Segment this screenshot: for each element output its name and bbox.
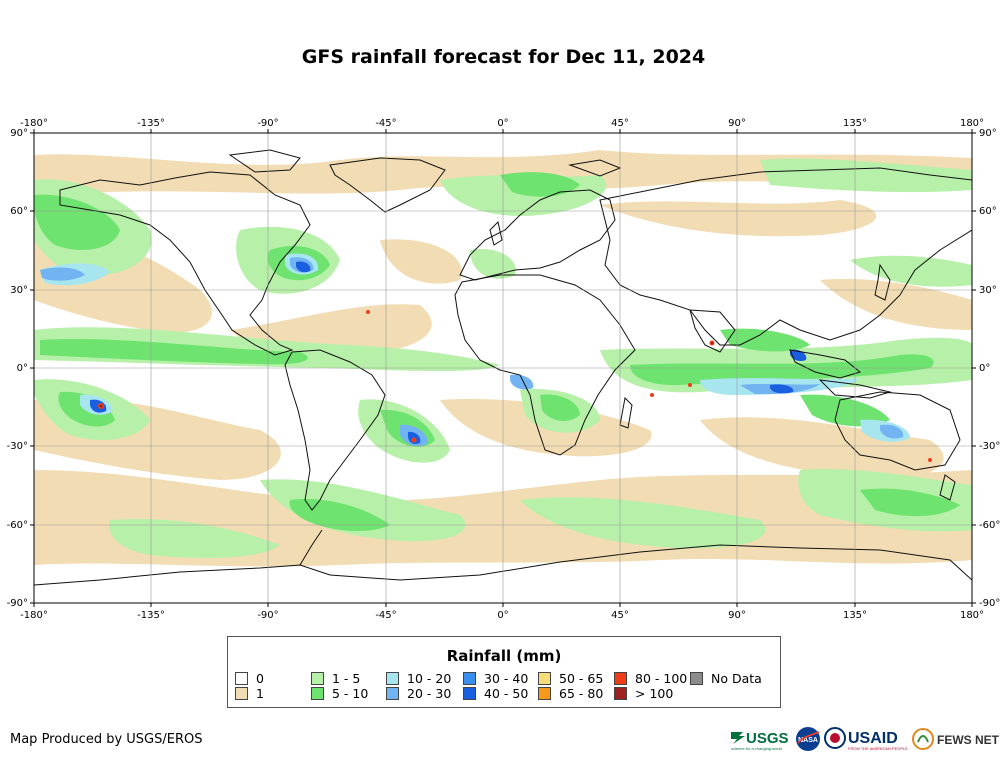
legend-swatch — [463, 687, 476, 700]
lon-label-bottom: -45° — [375, 610, 396, 620]
usaid-tagline: FROM THE AMERICAN PEOPLE — [848, 746, 908, 751]
lat-label-right: -90° — [979, 598, 1000, 609]
lon-label-top: 0° — [497, 118, 508, 129]
lon-label-top: -90° — [257, 118, 278, 129]
map-title: GFS rainfall forecast for Dec 11, 2024 — [301, 46, 706, 68]
legend-label: 30 - 40 — [484, 671, 529, 686]
axis-ticks — [30, 129, 976, 607]
lon-label-top: 90° — [728, 118, 746, 129]
lat-label-right: 90° — [979, 128, 997, 139]
lat-label-left: -30° — [7, 441, 28, 452]
legend-label: 65 - 80 — [559, 686, 604, 701]
lon-label-top: 45° — [611, 118, 629, 129]
lat-label-right: 60° — [979, 206, 997, 217]
lon-label-bottom: -135° — [137, 610, 165, 620]
legend-label: > 100 — [635, 686, 674, 701]
lon-label-bottom: -180° — [20, 610, 48, 620]
legend-swatch — [690, 672, 703, 685]
credit-text: Map Produced by USGS/EROS — [10, 732, 203, 747]
nasa-logo[interactable]: NASA — [795, 726, 821, 752]
rainfall-map[interactable]: -180° -135° -90° -45° 0° 45° 90° 135° 18… — [0, 110, 1007, 620]
legend-label: 80 - 100 — [635, 671, 688, 686]
usaid-wordmark: USAID — [848, 730, 898, 747]
lon-label-bottom: 0° — [497, 610, 508, 620]
fewsnet-wordmark: FEWS NET — [937, 733, 1000, 747]
legend-item: 5 - 10 — [311, 687, 368, 701]
legend-item: 1 - 5 — [311, 672, 360, 686]
legend-item: 50 - 65 — [538, 672, 603, 686]
lat-label-left: 60° — [10, 206, 28, 217]
usgs-wordmark: USGS — [746, 730, 789, 747]
legend-item: No Data — [690, 672, 762, 686]
lat-label-right: -60° — [979, 520, 1000, 531]
legend-swatch — [614, 687, 627, 700]
legend-swatch — [311, 687, 324, 700]
lon-label-bottom: 180° — [960, 610, 984, 620]
legend-swatch — [386, 672, 399, 685]
legend-label: 50 - 65 — [559, 671, 604, 686]
legend-label: 1 - 5 — [332, 671, 361, 686]
legend-swatch — [235, 672, 248, 685]
usaid-logo[interactable]: USAID FROM THE AMERICAN PEOPLE — [823, 726, 909, 752]
legend-swatch — [538, 687, 551, 700]
legend-item: 65 - 80 — [538, 687, 603, 701]
legend-label: 5 - 10 — [332, 686, 369, 701]
legend-swatch — [463, 672, 476, 685]
lat-label-right: 0° — [979, 363, 990, 374]
legend-title: Rainfall (mm) — [446, 647, 562, 665]
legend-item: 80 - 100 — [614, 672, 687, 686]
legend-item: 10 - 20 — [386, 672, 451, 686]
lat-label-left: -90° — [7, 598, 28, 609]
lon-label-bottom: 45° — [611, 610, 629, 620]
precip-bands — [34, 150, 972, 567]
legend-swatch — [235, 687, 248, 700]
legend-swatch — [614, 672, 627, 685]
legend-label: 0 — [256, 671, 264, 686]
lat-label-left: 90° — [10, 128, 28, 139]
legend-swatch — [538, 672, 551, 685]
nasa-wordmark: NASA — [798, 737, 818, 744]
lat-label-right: -30° — [979, 441, 1000, 452]
legend-label: 10 - 20 — [407, 671, 452, 686]
legend-swatch — [386, 687, 399, 700]
legend: Rainfall (mm) 0 1 1 - 5 5 - 10 10 - 20 2… — [227, 636, 781, 708]
lat-label-right: 30° — [979, 285, 997, 296]
legend-item: 20 - 30 — [386, 687, 451, 701]
lon-label-top: 180° — [960, 118, 984, 129]
legend-item: > 100 — [614, 687, 673, 701]
graticule — [34, 133, 972, 603]
usgs-logo[interactable]: USGS science for a changing world — [729, 726, 793, 752]
lat-label-left: -60° — [7, 520, 28, 531]
legend-label: No Data — [711, 671, 762, 686]
fewsnet-logo[interactable]: FEWS NET — [911, 726, 1001, 752]
lon-label-top: 135° — [843, 118, 867, 129]
legend-label: 20 - 30 — [407, 686, 452, 701]
legend-item: 40 - 50 — [463, 687, 528, 701]
legend-item: 0 — [235, 672, 264, 686]
lat-label-left: 30° — [10, 285, 28, 296]
lon-label-top: -135° — [137, 118, 165, 129]
lon-label-bottom: -90° — [257, 610, 278, 620]
usgs-tagline: science for a changing world — [731, 746, 782, 751]
lon-label-bottom: 90° — [728, 610, 746, 620]
lon-label-top: -180° — [20, 118, 48, 129]
lon-label-bottom: 135° — [843, 610, 867, 620]
legend-label: 1 — [256, 686, 264, 701]
legend-label: 40 - 50 — [484, 686, 529, 701]
lat-label-left: 0° — [17, 363, 28, 374]
legend-item: 1 — [235, 687, 264, 701]
lon-label-top: -45° — [375, 118, 396, 129]
legend-item: 30 - 40 — [463, 672, 528, 686]
coastlines — [34, 149, 972, 586]
legend-swatch — [311, 672, 324, 685]
